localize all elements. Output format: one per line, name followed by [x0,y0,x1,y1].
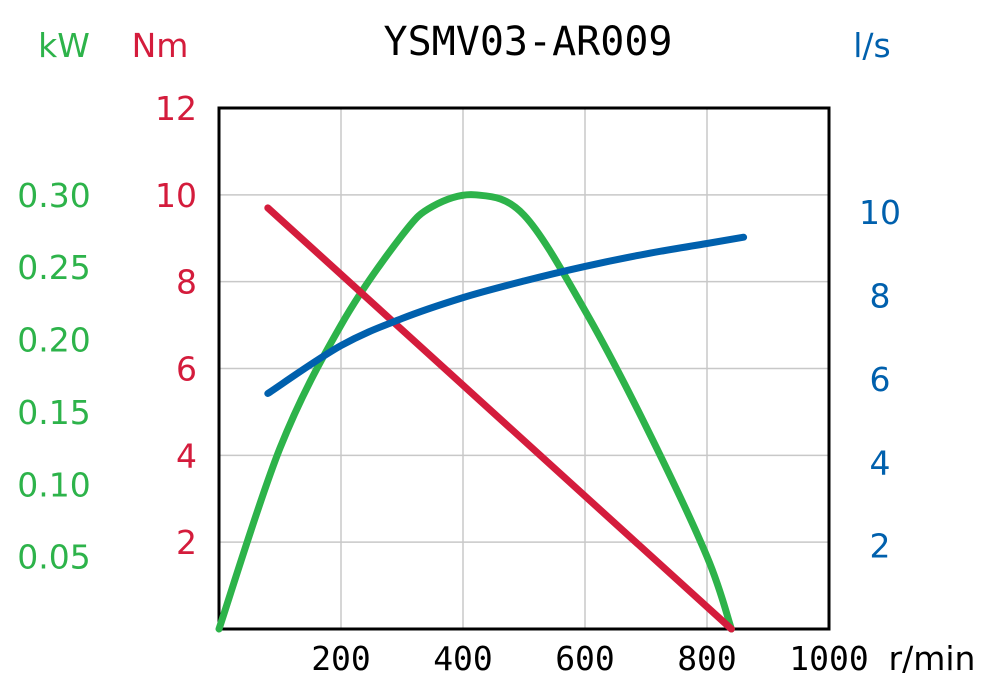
flow-tick-label: 4 [870,443,891,482]
power-tick-label: 0.10 [17,465,90,504]
x-axis-unit-label: r/min [889,639,976,678]
power-tick-label: 0.20 [17,321,90,360]
x-tick-label: 400 [433,639,493,678]
torque-tick-label: 12 [155,89,197,128]
x-tick-label: 1000 [789,639,868,678]
plot-area [217,106,831,631]
torque-tick-label: 10 [155,176,197,215]
flow-tick-label: 6 [870,360,891,399]
power-tick-label: 0.25 [17,248,90,287]
flow-tick-label: 10 [859,193,901,232]
series-layer [215,191,748,633]
chart-title: YSMV03-AR009 [384,19,673,65]
flow-tick-label: 2 [870,527,891,566]
labels-layer: 200 400 600 800 1000 0.05 0.10 0.15 0.20 0.25 0.30… [17,89,901,678]
x-tick-label: 800 [677,639,737,678]
flow-tick-label: 8 [870,277,891,316]
torque-tick-label: 2 [176,523,197,562]
series-line-flow [264,233,748,397]
flow-unit-label: l/s [853,26,890,65]
power-tick-label: 0.30 [17,176,90,215]
power-unit-label: kW [38,26,90,65]
torque-tick-label: 4 [176,436,197,475]
plot-frame [217,106,831,631]
torque-unit-label: Nm [132,26,189,65]
x-tick-label: 200 [311,639,371,678]
series-line-power [215,191,735,633]
power-tick-label: 0.15 [17,393,90,432]
power-tick-label: 0.05 [17,538,90,577]
torque-tick-label: 6 [176,350,197,389]
series-line-torque [264,204,735,633]
torque-tick-label: 8 [176,263,197,302]
x-tick-label: 600 [555,639,615,678]
